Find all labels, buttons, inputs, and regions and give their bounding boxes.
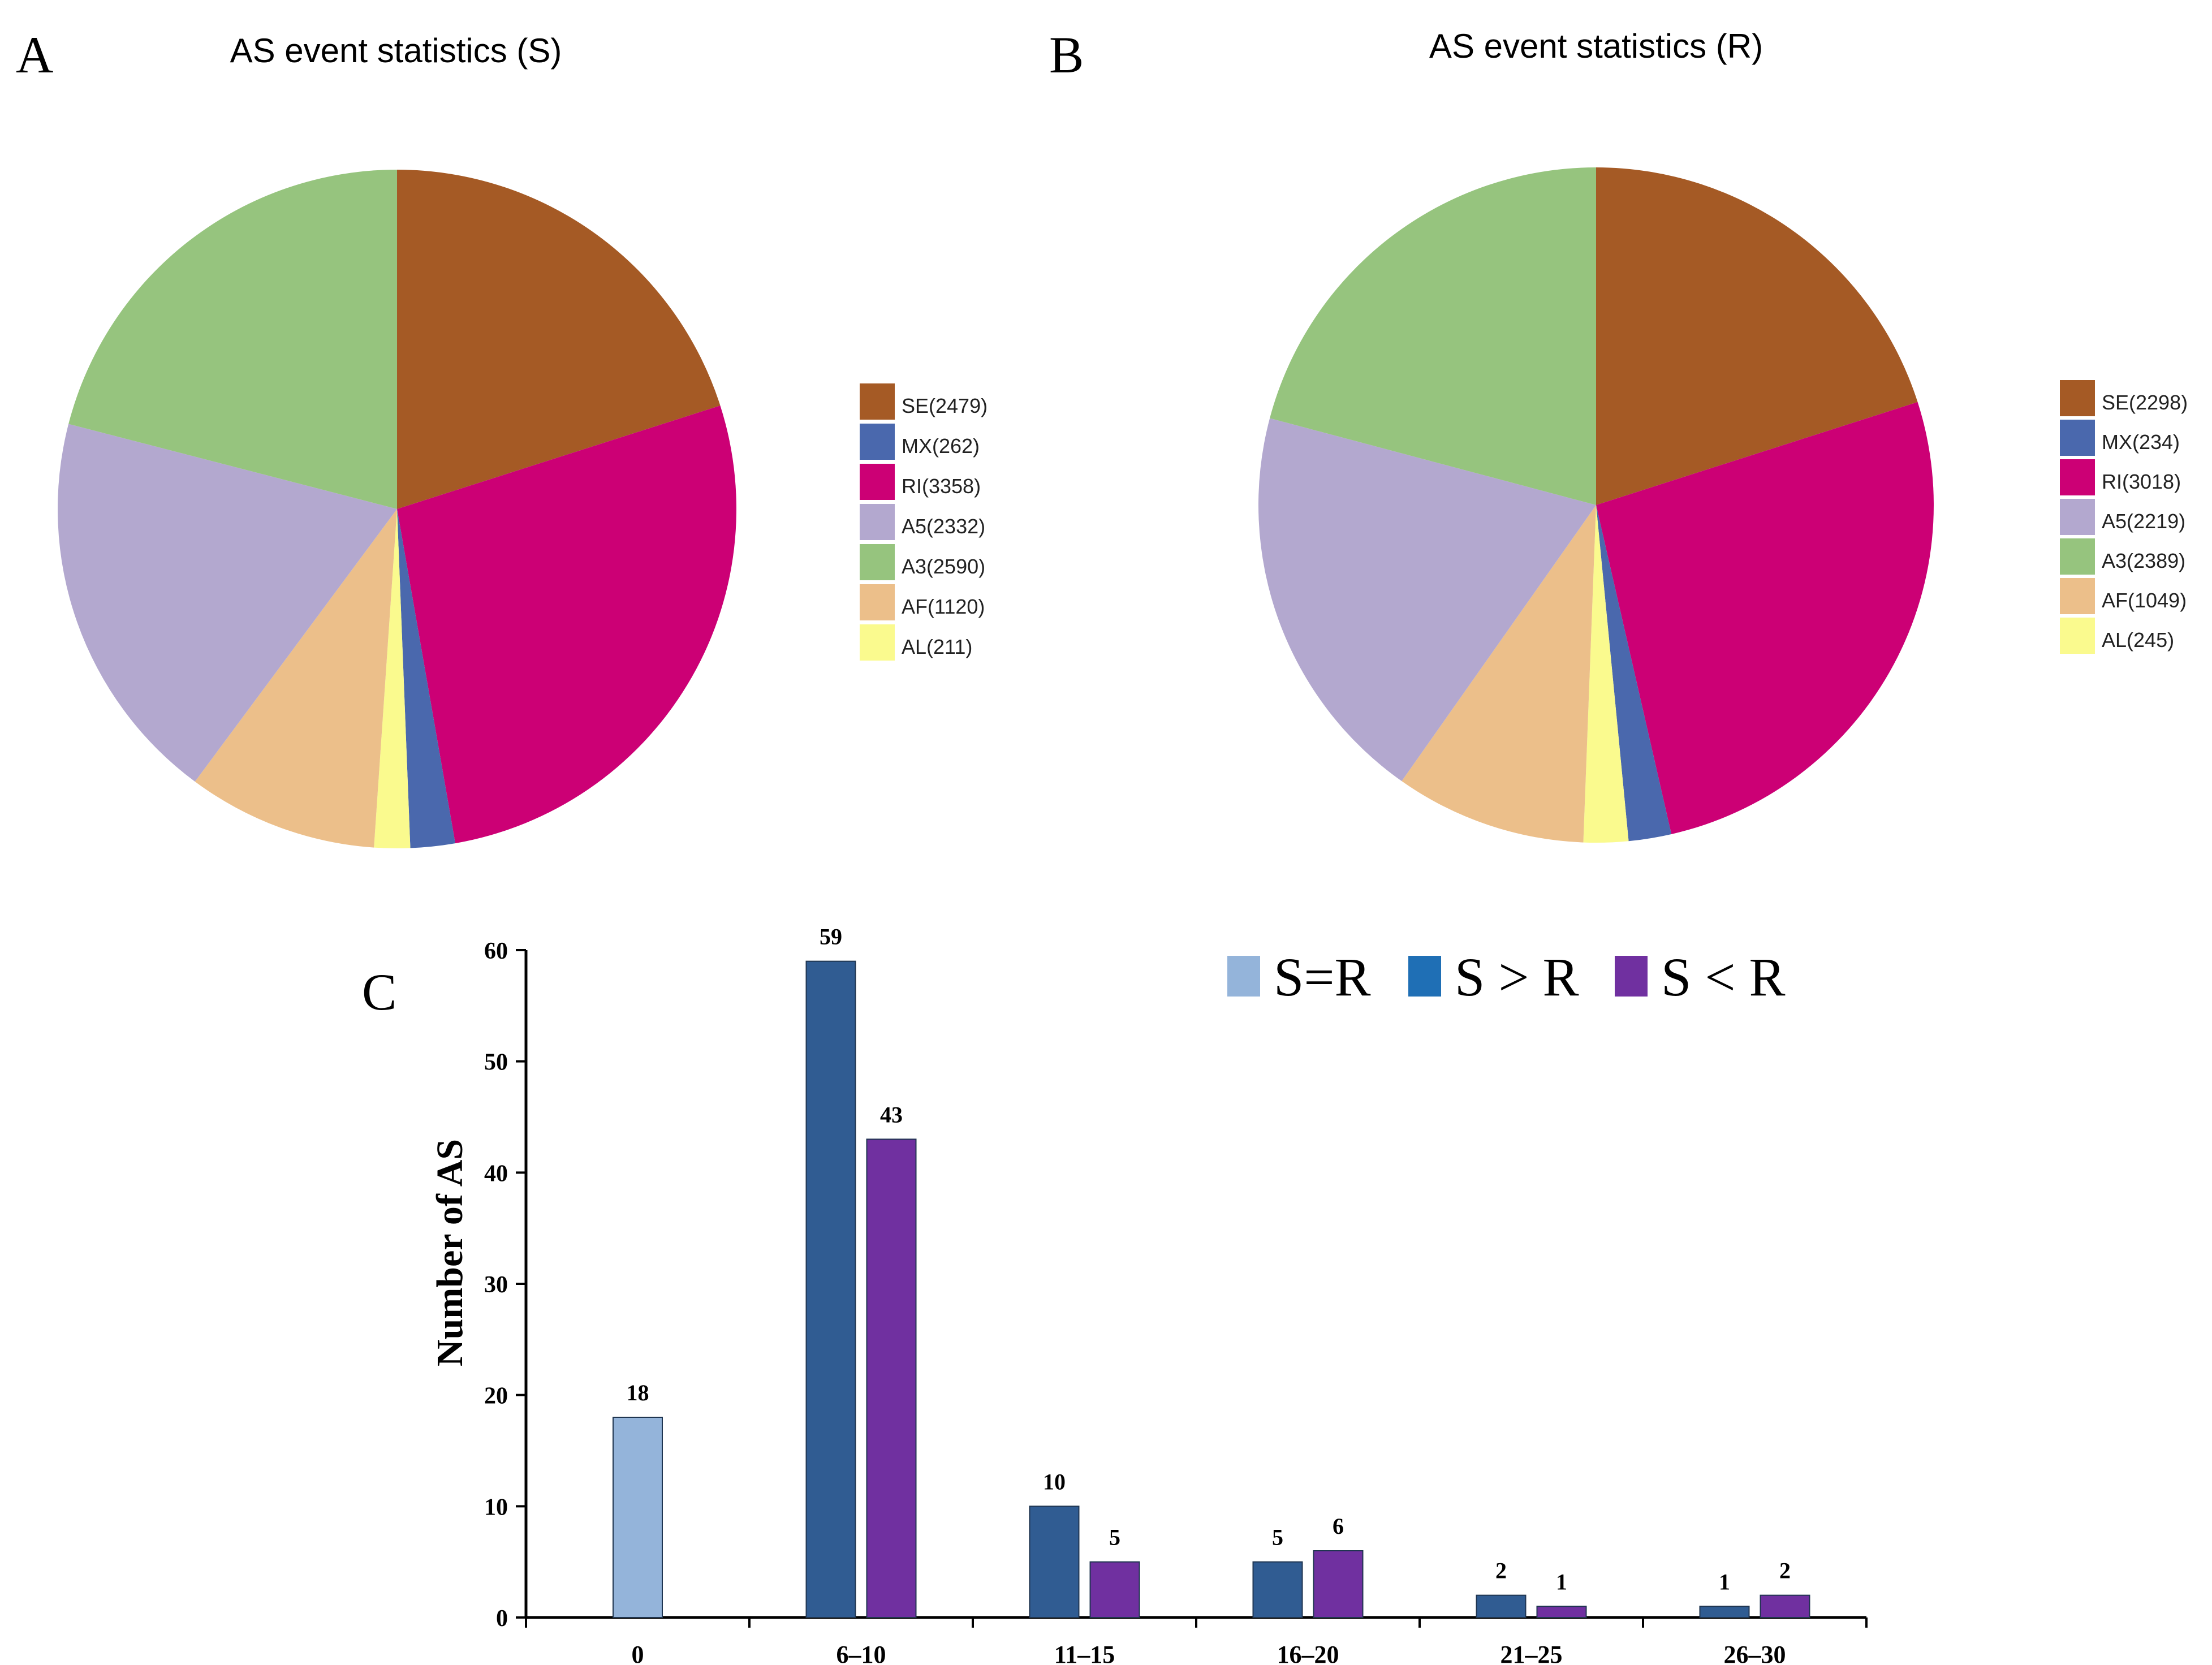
legend-swatch-a3: [2060, 538, 2095, 575]
pie-r: [1258, 167, 1934, 843]
y-tick-label: 0: [496, 1606, 508, 1632]
pie-slice-al: [1583, 505, 1629, 843]
bar-sr-0: [613, 1417, 663, 1618]
bar-sr-4: [1536, 1606, 1587, 1618]
pie-slice-al: [374, 509, 411, 848]
legend-label-mx: MX(262): [902, 434, 980, 458]
panel-a: A A AS event statistics (S) SE(2479)MX(2…: [16, 26, 988, 848]
legend-label-0: S=R: [1274, 947, 1371, 1007]
legend-label-a5: A5(2219): [2102, 510, 2185, 533]
legend-swatch-ri: [2060, 459, 2095, 495]
legend-swatch-al: [860, 624, 895, 661]
bar-chart: 0 10 20 30 40 50 60 0 18 6–10 59 43 11–15 10 5 16–20 5 6 2…: [484, 924, 1868, 1665]
bar-value-label: 10: [1043, 1469, 1066, 1494]
pie-slice-ri: [1596, 402, 1934, 834]
x-tick-label: 0: [632, 1641, 644, 1665]
legend-swatch-mx: [2060, 420, 2095, 456]
legend-label-2: S < R: [1661, 947, 1786, 1007]
bar-sr-5: [1760, 1594, 1810, 1619]
bar-value-label: 18: [627, 1380, 649, 1405]
legend-label-se: SE(2479): [902, 394, 988, 417]
legend-label-a3: A3(2389): [2102, 549, 2185, 572]
x-tick-label: 11–15: [1054, 1641, 1115, 1665]
bar-value-label: 5: [1272, 1525, 1283, 1550]
legend-swatch-a5: [860, 504, 895, 540]
pie-title-s: AS event statistics (S): [230, 32, 562, 70]
legend-label-a3: A3(2590): [902, 555, 985, 578]
legend-s: SE(2479) MX(262) RI(3358) A5(2332) A3(2590) A…: [860, 383, 988, 661]
legend-swatch-af: [860, 584, 895, 620]
x-tick-label: 16–20: [1277, 1641, 1339, 1665]
legend-swatch-ri: [860, 464, 895, 500]
legend-label-af: AF(1120): [902, 595, 985, 618]
bar-value-label: 1: [1719, 1569, 1730, 1594]
pie-slice-a3: [68, 170, 397, 509]
pie-slice-a5: [57, 424, 397, 782]
pie-slice-ri: [397, 406, 736, 844]
legend-label-se: SE(2298): [2102, 391, 2188, 414]
y-tick-label: 10: [484, 1494, 508, 1520]
legend-label-af: AF(1049): [2102, 589, 2187, 612]
bar-sr-2: [1029, 1506, 1080, 1618]
legend-swatch-2: [1615, 956, 1648, 997]
bar-value-label: 59: [820, 924, 842, 950]
x-tick-label: 26–30: [1724, 1641, 1786, 1665]
legend-swatch-a5: [2060, 499, 2095, 535]
panel-letter-c: C: [362, 963, 396, 1021]
bar-value-label: 6: [1333, 1513, 1344, 1539]
pie-slice-a5: [1258, 418, 1596, 782]
x-tick-label: 6–10: [836, 1641, 886, 1665]
legend-label-a5: A5(2332): [902, 515, 985, 538]
bar-value-label: 43: [880, 1102, 903, 1127]
pie-slice-mx: [397, 509, 455, 848]
y-tick-label: 20: [484, 1383, 508, 1409]
bar-sr-1: [805, 960, 856, 1618]
legend-label-1: S > R: [1455, 947, 1579, 1007]
legend-r: SE(2298) MX(234) RI(3018) A5(2219) A3(2389) A…: [2060, 380, 2188, 654]
bar-value-label: 2: [1779, 1558, 1791, 1584]
bar-sr-3: [1313, 1550, 1364, 1618]
pie-slice-mx: [1596, 505, 1672, 842]
legend-label-al: AL(245): [2102, 628, 2174, 652]
legend-label-ri: RI(3018): [2102, 470, 2181, 493]
pie-slice-se: [397, 170, 721, 509]
bar-sr-2: [1089, 1561, 1140, 1619]
y-axis-label: Number of AS: [429, 1139, 471, 1366]
bar-sr-3: [1252, 1561, 1303, 1619]
x-tick-label: 21–25: [1500, 1641, 1563, 1665]
legend-swatch-1: [1408, 956, 1441, 997]
pie-title-r: AS event statistics (R): [1429, 27, 1763, 65]
legend-swatch-mx: [860, 424, 895, 460]
pie-s: [57, 170, 736, 848]
legend-swatch-af: [2060, 578, 2095, 614]
bar-value-label: 5: [1109, 1525, 1120, 1550]
bar-legend: S=R S > R S < R: [1227, 947, 1786, 1007]
bar-value-label: 2: [1495, 1558, 1507, 1584]
panel-c: C C Number of AS 01020304050600186–10594…: [362, 924, 1868, 1665]
legend-swatch-al: [2060, 618, 2095, 654]
bar-sr-5: [1699, 1606, 1750, 1618]
legend-swatch-se: [2060, 380, 2095, 416]
legend-swatch-se: [860, 383, 895, 420]
legend-label-al: AL(211): [902, 635, 972, 658]
legend-label-mx: MX(234): [2102, 430, 2180, 454]
panel-b: B B AS event statistics (R) SE(2298)MX(2…: [1049, 26, 2188, 843]
y-tick-label: 60: [484, 938, 508, 964]
legend-swatch-a3: [860, 544, 895, 580]
pie-slice-se: [1596, 167, 1918, 505]
bar-sr-1: [866, 1138, 917, 1619]
pie-slice-a3: [1270, 167, 1596, 505]
y-tick-label: 40: [484, 1161, 508, 1187]
panel-letter-b: B: [1049, 26, 1084, 84]
y-tick-label: 50: [484, 1050, 508, 1076]
legend-label-ri: RI(3358): [902, 475, 981, 498]
panel-letter-a: A: [16, 26, 53, 84]
legend-swatch-0: [1227, 956, 1260, 997]
pie-slice-af: [1402, 505, 1596, 843]
bar-value-label: 1: [1556, 1569, 1567, 1594]
bar-sr-4: [1476, 1594, 1527, 1619]
y-tick-label: 30: [484, 1272, 508, 1298]
pie-slice-af: [195, 509, 397, 848]
